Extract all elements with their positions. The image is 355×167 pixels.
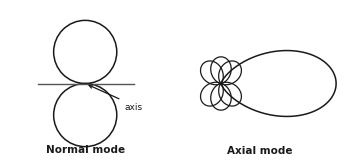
Text: Normal mode: Normal mode	[46, 145, 125, 155]
Text: axis: axis	[125, 103, 143, 112]
Text: Axial mode: Axial mode	[227, 146, 293, 156]
